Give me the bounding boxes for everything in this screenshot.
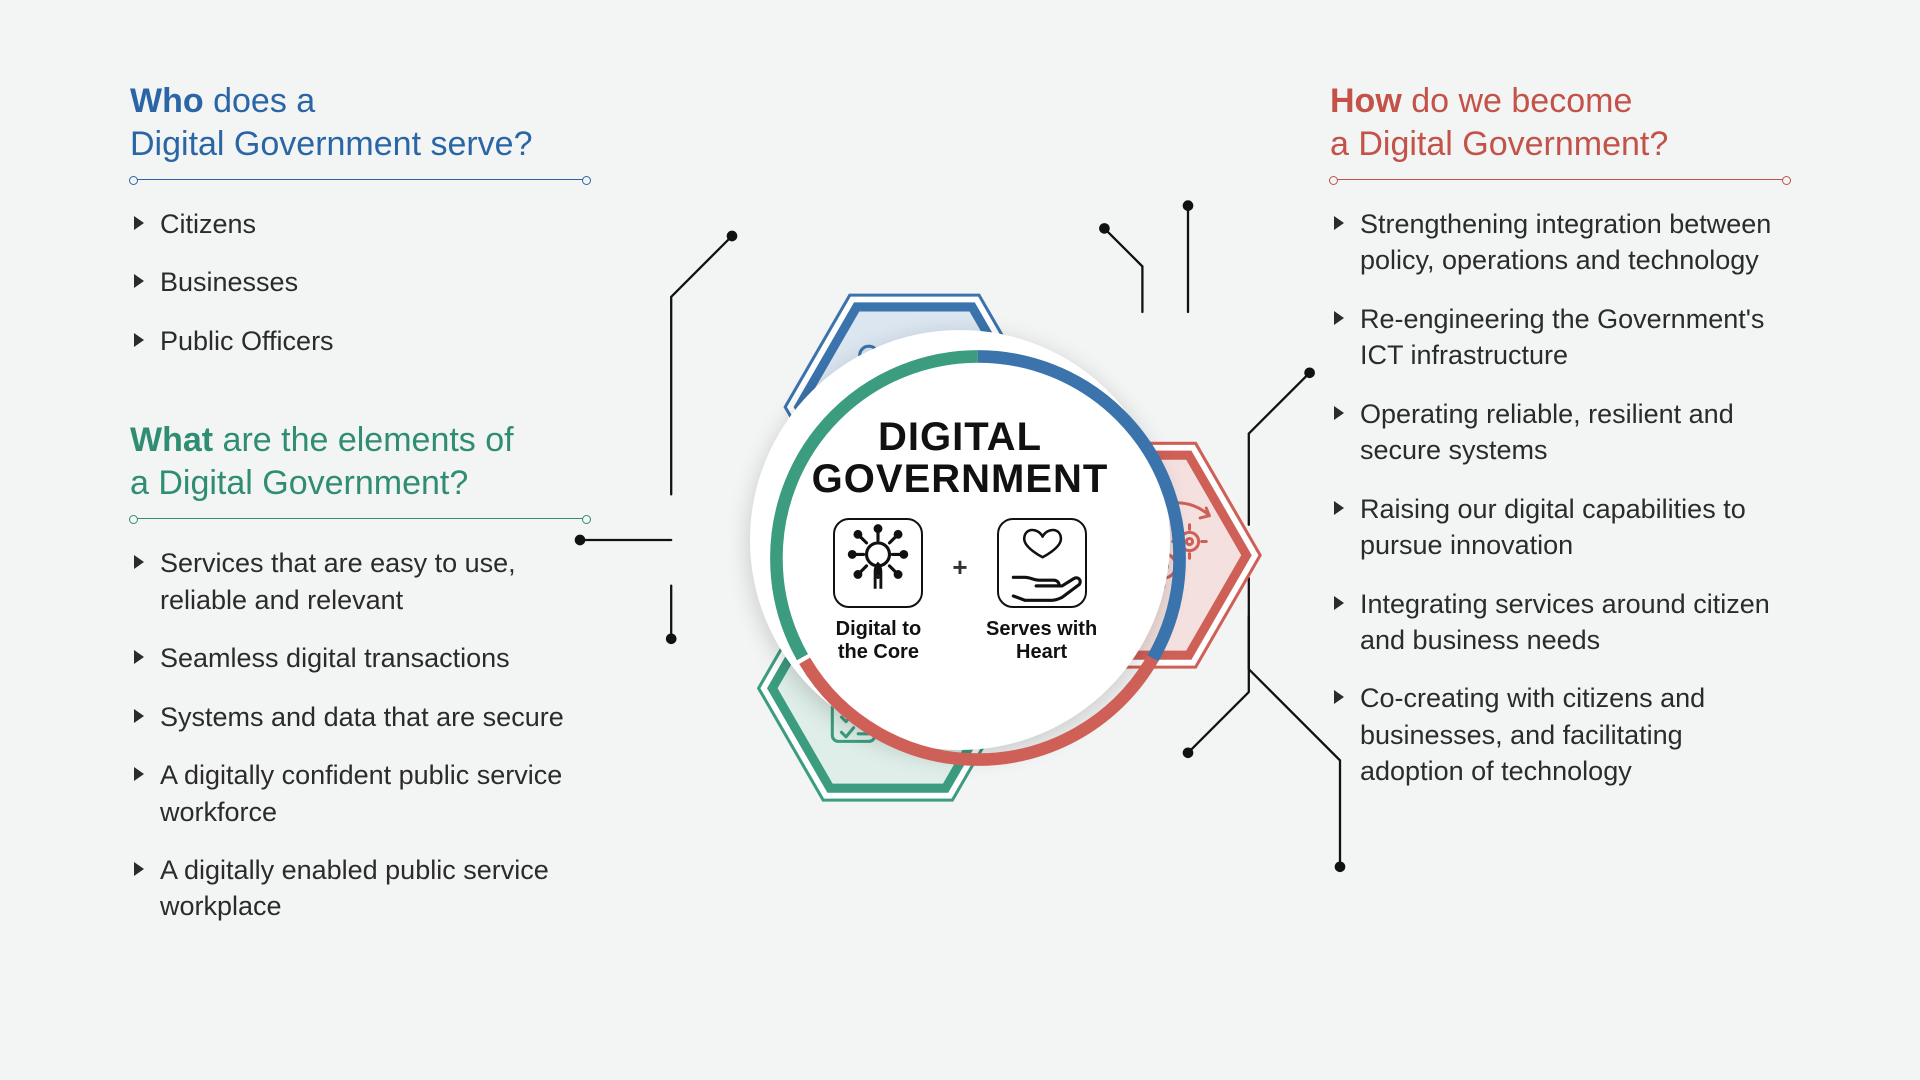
list-item: Citizens: [130, 206, 590, 242]
what-rule: [130, 518, 590, 519]
list-item: Public Officers: [130, 323, 590, 359]
list-item: Operating reliable, resilient and secure…: [1330, 396, 1790, 469]
circuit-node: [727, 231, 738, 242]
how-rule: [1330, 179, 1790, 180]
circuit-line: [1249, 373, 1310, 525]
list-item: Seamless digital transactions: [130, 640, 590, 676]
list-item: Systems and data that are secure: [130, 699, 590, 735]
center-disc: DIGITALGOVERNMENT: [750, 330, 1170, 750]
what-heading-bold: What: [130, 421, 213, 459]
what-heading: What are the elements ofa Digital Govern…: [130, 419, 590, 504]
list-item: A digitally enabled public service workp…: [130, 852, 590, 925]
how-heading-bold: How: [1330, 82, 1402, 120]
what-section: What are the elements ofa Digital Govern…: [130, 419, 590, 925]
circuit-node: [1335, 861, 1346, 872]
list-item: Businesses: [130, 264, 590, 300]
list-item: Integrating services around citizen and …: [1330, 586, 1790, 659]
left-column: Who does aDigital Government serve? Citi…: [130, 80, 590, 985]
what-list: Services that are easy to use, reliable …: [130, 545, 590, 925]
circuit-node: [575, 535, 586, 546]
list-item: Strengthening integration between policy…: [1330, 206, 1790, 279]
center-graphic: DIGITALGOVERNMENT: [580, 160, 1340, 920]
how-list: Strengthening integration between policy…: [1330, 206, 1790, 790]
who-rule: [130, 179, 590, 180]
circuit-node: [666, 633, 677, 644]
right-column: How do we becomea Digital Government? St…: [1330, 80, 1790, 850]
list-item: Raising our digital capabilities to purs…: [1330, 491, 1790, 564]
who-list: Citizens Businesses Public Officers: [130, 206, 590, 359]
circuit-line: [671, 236, 732, 494]
tricolor-ring: [768, 348, 1188, 768]
list-item: A digitally confident public service wor…: [130, 757, 590, 830]
who-heading: Who does aDigital Government serve?: [130, 80, 590, 165]
how-heading: How do we becomea Digital Government?: [1330, 80, 1790, 165]
circuit-node: [1304, 367, 1315, 378]
circuit-node: [1183, 747, 1194, 758]
circuit-line: [1104, 228, 1142, 312]
list-item: Co-creating with citizens and businesses…: [1330, 680, 1790, 789]
list-item: Services that are easy to use, reliable …: [130, 545, 590, 618]
circuit-node: [1099, 223, 1110, 234]
who-heading-bold: Who: [130, 82, 204, 120]
circuit-line: [1249, 578, 1340, 867]
circuit-node: [1183, 200, 1194, 211]
how-section: How do we becomea Digital Government? St…: [1330, 80, 1790, 790]
who-section: Who does aDigital Government serve? Citi…: [130, 80, 590, 359]
list-item: Re-engineering the Government's ICT infr…: [1330, 301, 1790, 374]
